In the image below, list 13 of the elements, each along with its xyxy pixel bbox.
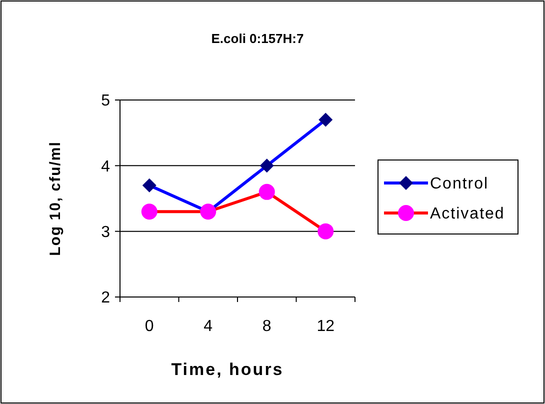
chart-title: E.coli 0:157H:7 bbox=[211, 31, 304, 46]
y-tick-label: 2 bbox=[101, 290, 110, 307]
y-tick-label: 4 bbox=[101, 158, 110, 176]
y-tick-label: 5 bbox=[101, 92, 110, 110]
x-tick-label: 0 bbox=[144, 318, 154, 335]
x-tick-label: 4 bbox=[204, 318, 213, 335]
y-tick-label: 3 bbox=[101, 224, 110, 241]
x-tick-label: 12 bbox=[316, 318, 335, 335]
legend-label: Activated bbox=[430, 206, 505, 223]
y-axis-title: Log 10, cfu/ml bbox=[47, 141, 64, 256]
legend-label: Control bbox=[430, 176, 489, 193]
x-axis-title: Time, hours bbox=[171, 360, 284, 379]
x-tick-label: 8 bbox=[262, 318, 272, 335]
